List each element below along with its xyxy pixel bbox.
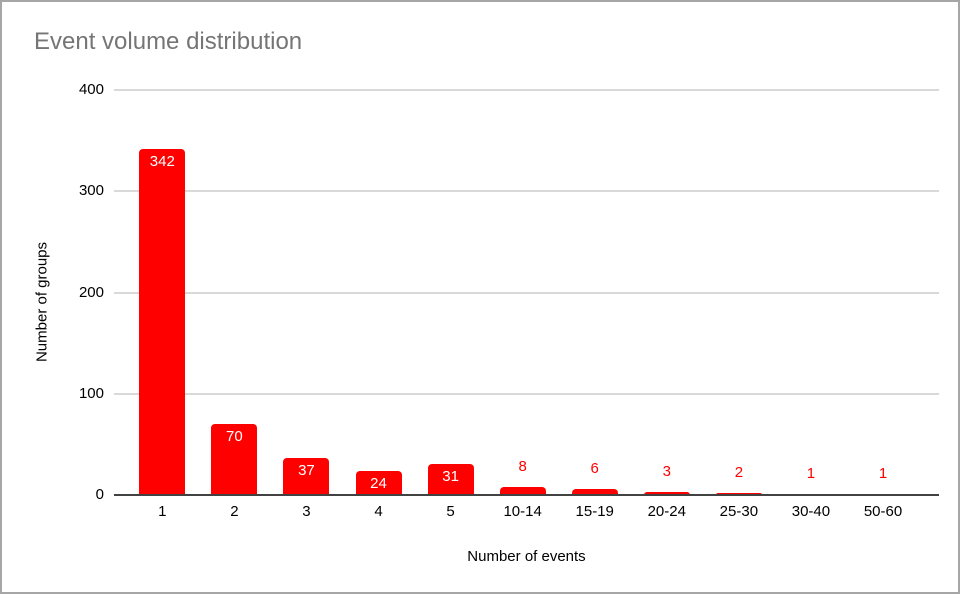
x-axis-line bbox=[114, 494, 939, 496]
y-tick-label: 300 bbox=[78, 182, 104, 200]
plot-area: 0 100 200 300 400 342 1 70 2 37 3 24 4 31 5 8 10-14 6 15-1… bbox=[79, 82, 939, 520]
y-tick-label: 100 bbox=[78, 384, 104, 402]
bar-data-label: 6 bbox=[590, 459, 599, 477]
bar-data-label: 37 bbox=[298, 461, 315, 479]
gridline bbox=[114, 291, 939, 294]
x-tick-label: 5 bbox=[446, 503, 455, 520]
bar-data-label: 3 bbox=[662, 462, 671, 480]
bar-data-label: 31 bbox=[442, 467, 459, 485]
bar[interactable] bbox=[139, 148, 186, 495]
x-tick-label: 30-40 bbox=[791, 503, 831, 520]
y-tick-label: 200 bbox=[78, 283, 104, 301]
x-tick-label: 10-14 bbox=[503, 503, 542, 520]
bar-data-label: 70 bbox=[226, 428, 243, 446]
bar[interactable] bbox=[499, 486, 546, 495]
bar[interactable] bbox=[427, 463, 474, 495]
x-tick-label: 15-19 bbox=[575, 503, 614, 520]
gridline bbox=[114, 89, 939, 91]
x-tick-label: 3 bbox=[302, 503, 311, 520]
bar-data-label: 1 bbox=[806, 464, 816, 482]
bar[interactable] bbox=[283, 457, 330, 495]
x-tick-label: 4 bbox=[374, 503, 383, 520]
bar-data-label: 2 bbox=[734, 463, 744, 481]
x-tick-label: 2 bbox=[230, 503, 239, 520]
bar[interactable] bbox=[211, 424, 258, 495]
chart-title: Event volume distribution bbox=[34, 28, 303, 55]
bar[interactable] bbox=[715, 492, 762, 495]
y-tick-label: 0 bbox=[95, 486, 104, 503]
x-tick-label: 25-30 bbox=[719, 503, 759, 520]
gridline bbox=[114, 392, 939, 395]
x-tick-label: 1 bbox=[158, 503, 167, 520]
bar-data-label: 8 bbox=[518, 457, 527, 475]
bar-data-label: 1 bbox=[878, 464, 888, 482]
x-axis-title: Number of events bbox=[467, 548, 586, 565]
bar-data-label: 342 bbox=[149, 152, 175, 170]
x-tick-label: 50-60 bbox=[863, 503, 903, 520]
x-tick-label: 20-24 bbox=[647, 503, 686, 520]
y-tick-label: 400 bbox=[78, 81, 104, 98]
gridline bbox=[114, 190, 939, 193]
y-axis-title: Number of groups bbox=[33, 241, 51, 363]
bar-data-label: 24 bbox=[370, 474, 387, 492]
bar[interactable] bbox=[355, 470, 402, 495]
bar[interactable] bbox=[571, 488, 618, 495]
bar[interactable] bbox=[643, 491, 690, 495]
